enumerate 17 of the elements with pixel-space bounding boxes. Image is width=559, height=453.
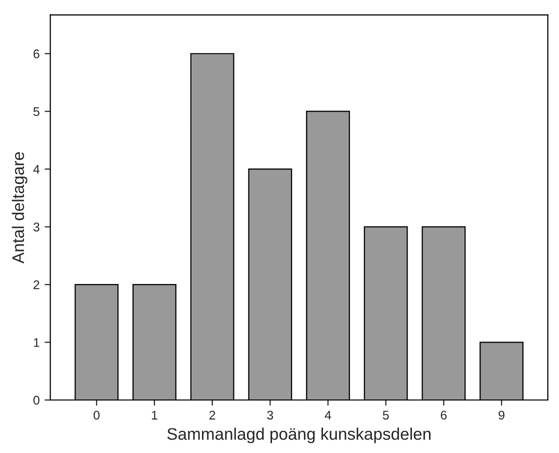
x-tick-label: 6: [440, 410, 447, 420]
y-tick-label: 5: [33, 107, 40, 116]
x-tick-label: 3: [267, 410, 274, 420]
y-tick-label: 0: [33, 396, 40, 405]
y-tick-label: 2: [34, 280, 40, 290]
x-tick-label: 1: [152, 410, 158, 420]
y-tick-label: 4: [33, 165, 40, 174]
x-tick-label: 5: [382, 410, 389, 420]
x-tick-label: 2: [209, 410, 216, 420]
x-axis-title: Sammanlagd poäng kunskapsdelen: [167, 428, 430, 444]
x-tick-label: 0: [94, 410, 100, 420]
x-tick-label: 4: [324, 410, 332, 420]
y-tick-label: 3: [33, 222, 40, 232]
y-tick-label: 6: [34, 49, 40, 58]
y-tick-label: 1: [34, 338, 40, 347]
x-tick-label: 9: [498, 410, 504, 420]
y-axis-title: Antal deltagare: [12, 152, 28, 264]
